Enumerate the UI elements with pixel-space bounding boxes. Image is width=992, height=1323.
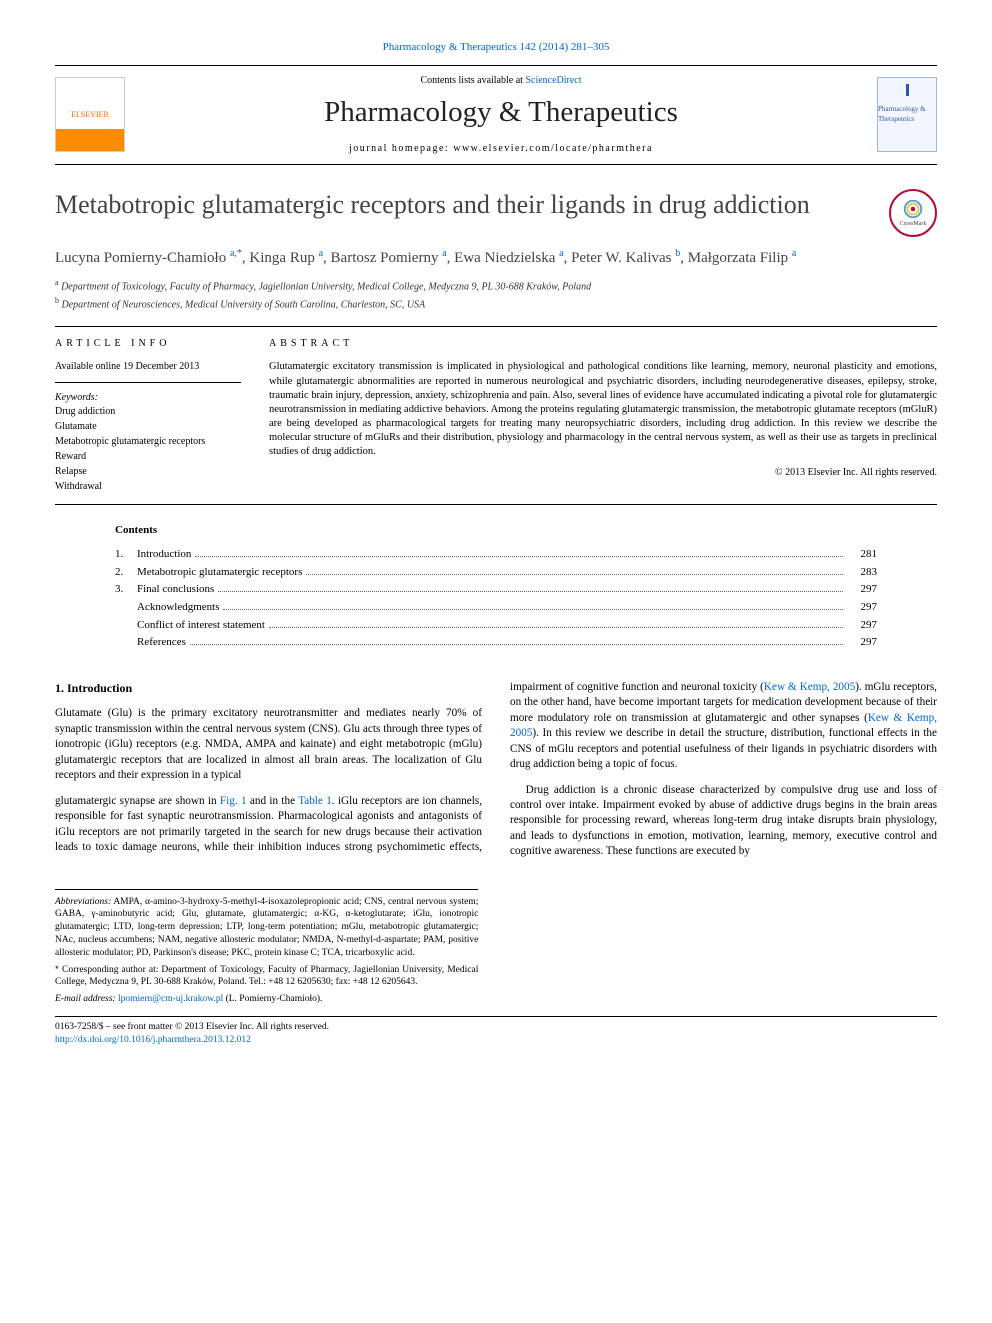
corresponding-author-footnote: * Corresponding author at: Department of… <box>55 964 478 990</box>
author-list: Lucyna Pomierny-Chamioło a,*, Kinga Rup … <box>55 247 937 268</box>
toc-number: 1. <box>115 546 137 564</box>
keywords-heading: Keywords: <box>55 391 241 405</box>
toc-row[interactable]: 3.Final conclusions 297 <box>115 581 877 599</box>
toc-label: Metabotropic glutamatergic receptors <box>137 564 302 582</box>
abbreviations-footnote: Abbreviations: AMPA, α-amino-3-hydroxy-5… <box>55 896 478 960</box>
toc-row[interactable]: 2.Metabotropic glutamatergic receptors 28… <box>115 564 877 582</box>
toc-row[interactable]: References 297 <box>115 634 877 652</box>
crossmark-icon <box>902 198 924 220</box>
journal-reference-link[interactable]: Pharmacology & Therapeutics 142 (2014) 2… <box>383 41 610 53</box>
toc-label: Introduction <box>137 546 191 564</box>
toc-leader <box>223 601 843 610</box>
toc-leader <box>269 619 843 628</box>
toc-leader <box>190 636 843 645</box>
journal-homepage: journal homepage: www.elsevier.com/locat… <box>139 142 863 156</box>
contents-available-line: Contents lists available at ScienceDirec… <box>139 74 863 88</box>
sciencedirect-link[interactable]: ScienceDirect <box>525 75 581 86</box>
footnotes: Abbreviations: AMPA, α-amino-3-hydroxy-5… <box>55 889 478 1007</box>
homepage-url: www.elsevier.com/locate/pharmthera <box>453 143 653 154</box>
abstract-text: Glutamatergic excitatory transmission is… <box>269 360 937 459</box>
toc-leader <box>218 584 843 593</box>
ref-kew-kemp-1[interactable]: Kew & Kemp, 2005 <box>764 681 855 693</box>
toc-label: Conflict of interest statement <box>137 617 265 635</box>
toc-label: Final conclusions <box>137 581 214 599</box>
available-online: Available online 19 December 2013 <box>55 360 241 383</box>
body-columns: 1. Introduction Glutamate (Glu) is the p… <box>55 680 937 863</box>
journal-banner: ELSEVIER Contents lists available at Sci… <box>55 65 937 165</box>
banner-center: Contents lists available at ScienceDirec… <box>139 74 863 156</box>
article-info-box: article info Available online 19 Decembe… <box>55 327 255 505</box>
email-link[interactable]: lpomiern@cm-uj.krakow.pl <box>118 994 223 1004</box>
elsevier-logo: ELSEVIER <box>55 77 125 152</box>
toc-number: 2. <box>115 564 137 582</box>
toc-row[interactable]: Conflict of interest statement 297 <box>115 617 877 635</box>
toc-label: Acknowledgments <box>137 599 219 617</box>
affiliation: b Department of Neurosciences, Medical U… <box>55 296 937 312</box>
crossmark-badge[interactable]: CrossMark <box>889 189 937 237</box>
affiliation: a Department of Toxicology, Faculty of P… <box>55 278 937 294</box>
toc-page: 297 <box>847 599 877 617</box>
fig1-link[interactable]: Fig. 1 <box>220 795 247 807</box>
toc-row[interactable]: 1.Introduction 281 <box>115 546 877 564</box>
toc-label: References <box>137 634 186 652</box>
intro-paragraph-right-2: Drug addiction is a chronic disease char… <box>510 783 937 860</box>
article-meta-row: article info Available online 19 Decembe… <box>55 326 937 506</box>
toc-page: 297 <box>847 617 877 635</box>
table1-link[interactable]: Table 1 <box>298 795 332 807</box>
journal-reference: Pharmacology & Therapeutics 142 (2014) 2… <box>55 40 937 55</box>
email-footnote: E-mail address: lpomiern@cm-uj.krakow.pl… <box>55 993 478 1006</box>
doi-link[interactable]: http://dx.doi.org/10.1016/j.pharmthera.2… <box>55 1035 251 1045</box>
intro-paragraph-left: Glutamate (Glu) is the primary excitator… <box>55 706 482 783</box>
journal-title: Pharmacology & Therapeutics <box>139 93 863 132</box>
toc-page: 283 <box>847 564 877 582</box>
toc-number: 3. <box>115 581 137 599</box>
section-1-heading: 1. Introduction <box>55 680 482 697</box>
toc-page: 297 <box>847 581 877 599</box>
journal-cover-thumb: Pharmacology & Therapeutics <box>877 77 937 152</box>
copyright-line: © 2013 Elsevier Inc. All rights reserved… <box>269 466 937 480</box>
toc-leader <box>195 548 843 557</box>
contents-heading: Contents <box>115 523 877 538</box>
toc-page: 281 <box>847 546 877 564</box>
bottom-matter: 0163-7258/$ – see front matter © 2013 El… <box>55 1016 937 1047</box>
article-title: Metabotropic glutamatergic receptors and… <box>55 189 875 222</box>
toc-leader <box>306 566 843 575</box>
keywords-list: Drug addictionGlutamateMetabotropic glut… <box>55 404 241 494</box>
abstract-box: abstract Glutamatergic excitatory transm… <box>255 327 937 505</box>
table-of-contents: Contents 1.Introduction2812.Metabotropic… <box>115 523 877 651</box>
abstract-heading: abstract <box>269 337 937 351</box>
article-info-heading: article info <box>55 337 241 351</box>
toc-row[interactable]: Acknowledgments 297 <box>115 599 877 617</box>
elsevier-logo-text: ELSEVIER <box>71 110 109 121</box>
issn-line: 0163-7258/$ – see front matter © 2013 El… <box>55 1021 937 1034</box>
toc-page: 297 <box>847 634 877 652</box>
